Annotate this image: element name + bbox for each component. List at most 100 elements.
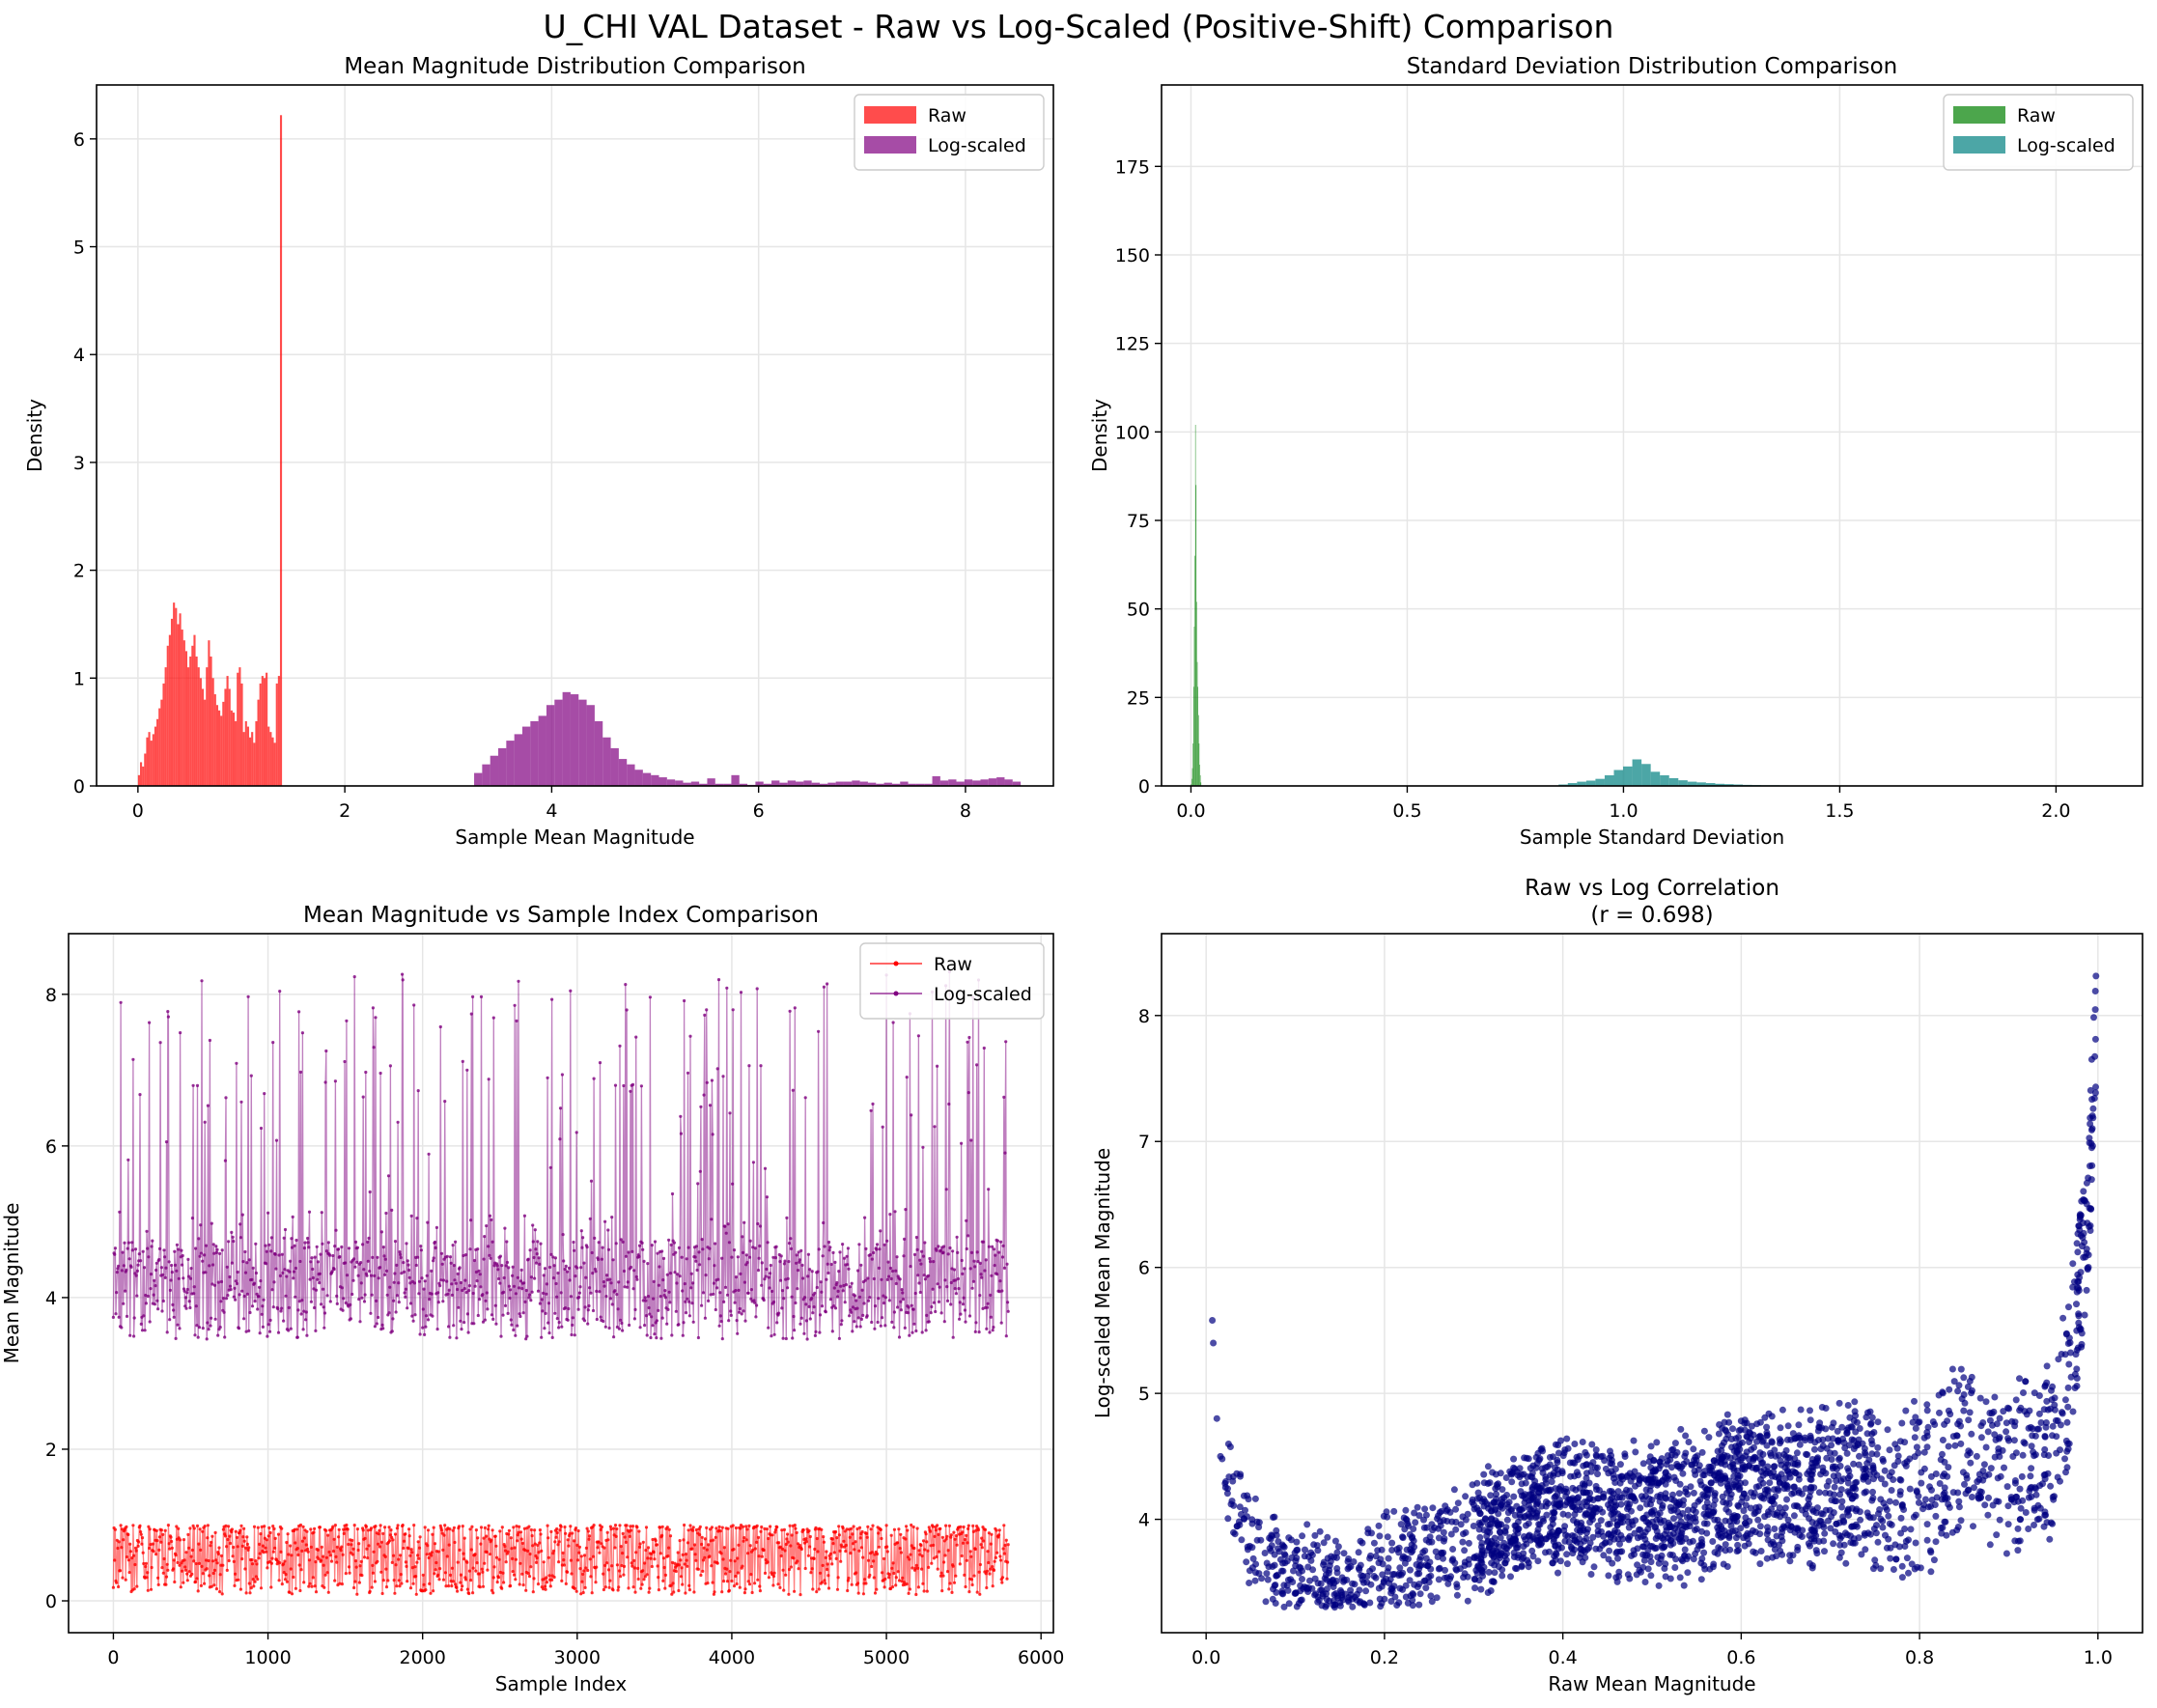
data-point xyxy=(667,1527,671,1531)
data-point xyxy=(937,1300,941,1303)
data-point xyxy=(123,1241,126,1245)
data-point xyxy=(605,1530,609,1534)
data-point xyxy=(658,1552,662,1555)
data-point xyxy=(635,1277,639,1281)
data-point xyxy=(646,1556,650,1560)
data-point xyxy=(942,1560,946,1564)
data-point xyxy=(131,1524,135,1527)
data-point xyxy=(939,1571,943,1575)
data-point xyxy=(917,1549,921,1553)
histogram-bar xyxy=(168,634,171,786)
data-point xyxy=(899,1551,904,1554)
data-point xyxy=(723,1224,727,1228)
scatter-point xyxy=(1753,1420,1761,1428)
data-point xyxy=(665,1322,669,1326)
data-point xyxy=(445,1279,449,1283)
data-point xyxy=(813,1547,817,1552)
data-point xyxy=(749,1573,753,1577)
scatter-point xyxy=(2025,1526,2032,1532)
histogram-bar xyxy=(948,779,957,786)
data-point xyxy=(333,1245,337,1248)
data-point xyxy=(378,1071,382,1076)
x-tick-label: 1.5 xyxy=(1825,800,1854,822)
data-point xyxy=(117,1315,121,1319)
data-point xyxy=(772,1332,776,1336)
data-point xyxy=(973,1265,977,1269)
data-point xyxy=(934,1528,938,1532)
data-point xyxy=(809,1571,813,1575)
scatter-point xyxy=(2035,1410,2043,1417)
data-point xyxy=(424,1314,429,1318)
data-point xyxy=(623,1285,627,1289)
data-point xyxy=(957,1287,961,1291)
data-point xyxy=(701,1291,706,1295)
scatter-point xyxy=(1936,1480,1944,1487)
data-point xyxy=(487,1245,490,1248)
scatter-point xyxy=(1964,1383,1972,1390)
data-point xyxy=(404,1287,407,1291)
data-point xyxy=(187,1570,191,1574)
scatter-point xyxy=(1703,1520,1711,1527)
data-point xyxy=(578,1285,582,1289)
data-point xyxy=(830,1330,834,1333)
data-point xyxy=(616,1307,620,1311)
scatter-point xyxy=(1442,1566,1448,1574)
data-point xyxy=(569,1295,574,1299)
data-point xyxy=(891,1021,895,1024)
scatter-point xyxy=(1869,1488,1876,1496)
data-point xyxy=(204,1558,209,1562)
data-point xyxy=(998,1279,1002,1283)
data-point xyxy=(154,1261,158,1265)
scatter-point xyxy=(1484,1463,1492,1470)
data-point xyxy=(931,1287,935,1291)
data-point xyxy=(738,1306,742,1311)
data-point xyxy=(277,1253,281,1257)
data-point xyxy=(431,1532,434,1536)
data-point xyxy=(478,1298,482,1302)
data-point xyxy=(172,1558,176,1562)
data-point xyxy=(122,1538,126,1542)
data-point xyxy=(906,1311,910,1315)
data-point xyxy=(234,1279,238,1283)
data-point xyxy=(856,1591,860,1595)
data-point xyxy=(154,1553,158,1556)
data-point xyxy=(611,1258,615,1262)
data-point xyxy=(490,1218,493,1221)
data-point xyxy=(631,1585,635,1589)
data-point xyxy=(870,1257,874,1261)
data-point xyxy=(379,1570,383,1574)
data-point xyxy=(929,1544,933,1548)
data-point xyxy=(406,1580,409,1583)
data-point xyxy=(1006,1309,1010,1313)
data-point xyxy=(392,1280,396,1284)
scatter-point xyxy=(1440,1528,1447,1536)
scatter-point xyxy=(1923,1432,1931,1440)
data-point xyxy=(407,1527,411,1531)
data-point xyxy=(280,1582,284,1586)
scatter-point xyxy=(1328,1553,1335,1560)
scatter-point xyxy=(1781,1511,1788,1519)
data-point xyxy=(920,1330,924,1334)
data-point xyxy=(677,1246,682,1249)
data-point xyxy=(168,1318,172,1322)
scatter-point xyxy=(1662,1573,1669,1581)
data-point xyxy=(168,1288,172,1292)
scatter-point xyxy=(2047,1519,2055,1526)
data-point xyxy=(171,1302,175,1306)
data-point xyxy=(923,1241,927,1245)
data-point xyxy=(186,1257,190,1261)
data-point xyxy=(818,1330,822,1334)
data-point xyxy=(488,1214,492,1218)
data-point xyxy=(582,1554,587,1557)
data-point xyxy=(268,1318,272,1322)
data-point xyxy=(548,1265,552,1270)
data-point xyxy=(132,1334,136,1338)
data-point xyxy=(804,1302,808,1306)
data-point xyxy=(471,1591,475,1595)
data-point xyxy=(335,1302,339,1305)
data-point xyxy=(830,1537,834,1541)
histogram-bar xyxy=(530,720,539,786)
data-point xyxy=(546,1302,551,1305)
data-point xyxy=(430,1292,434,1296)
data-point xyxy=(808,1317,812,1321)
